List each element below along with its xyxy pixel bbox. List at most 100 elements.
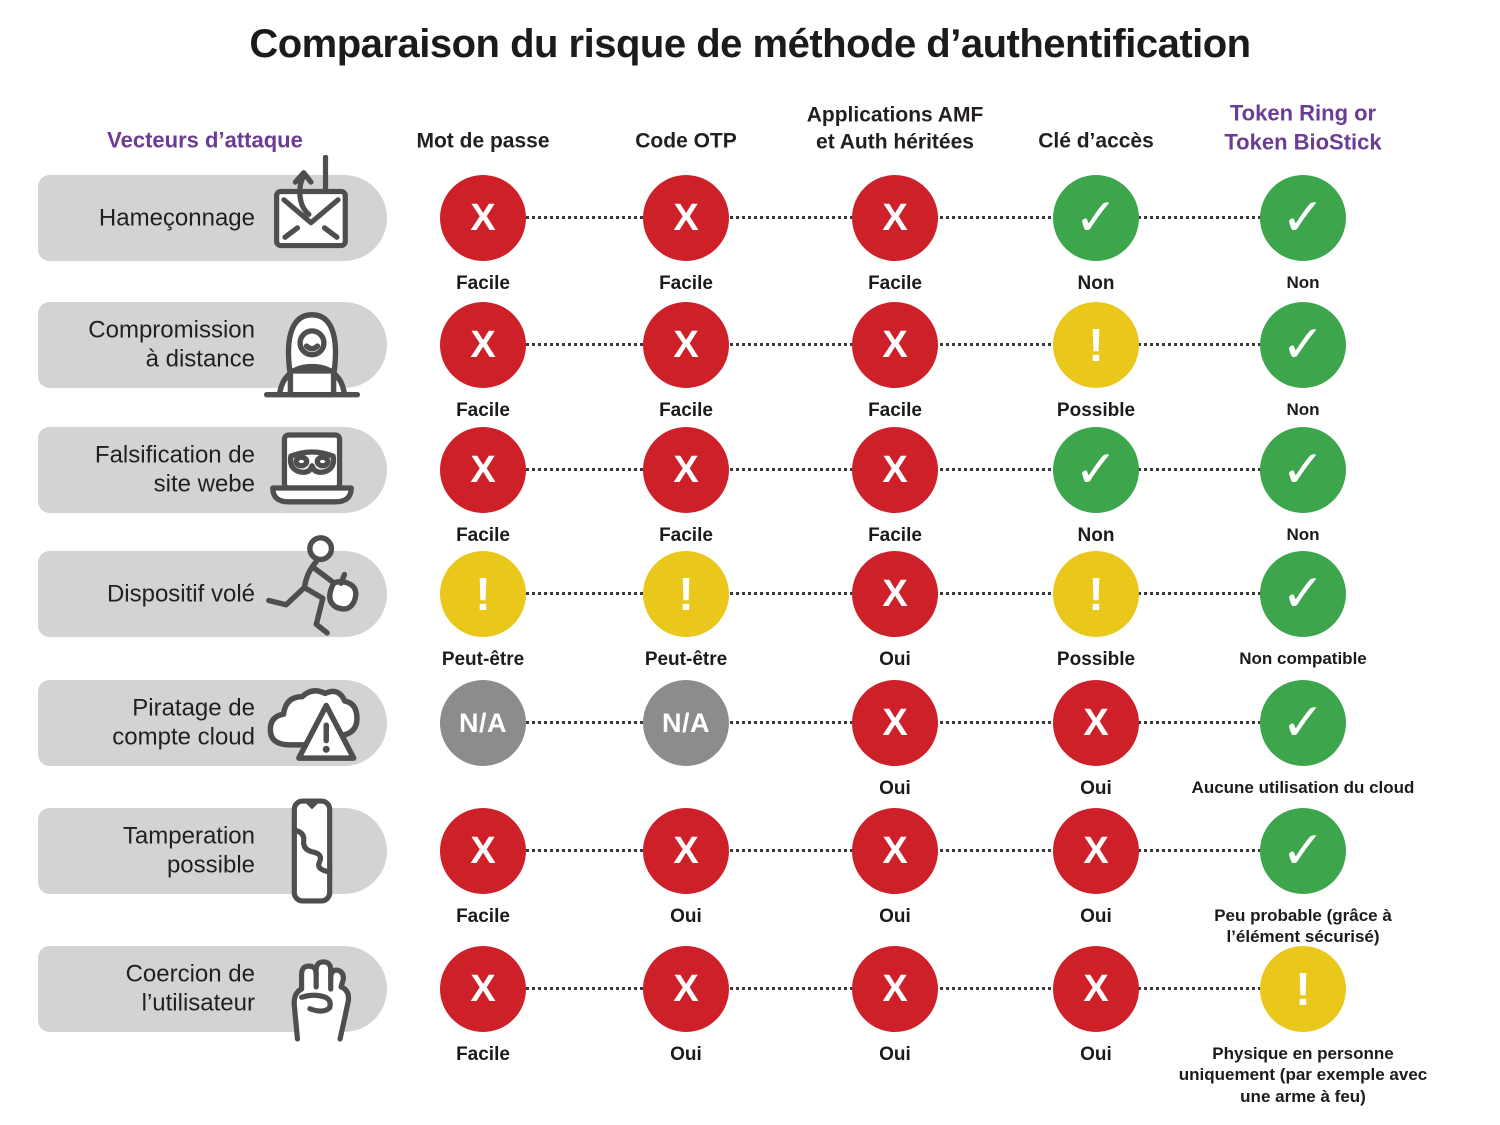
- bad-status-circle-icon: X: [1053, 946, 1139, 1032]
- status-cell: ✓ Peu probable (grâce à l’élément sécuris…: [1183, 808, 1423, 948]
- status-label: Facile: [868, 273, 922, 294]
- status-label: Non compatible: [1239, 649, 1367, 668]
- status-label: Oui: [670, 1044, 702, 1065]
- column-header-token-ring: Token Ring or Token BioStick: [1224, 100, 1382, 154]
- bad-status-circle-icon: X: [1053, 680, 1139, 766]
- attack-vector-pill-fake-website: Falsification de site webe: [38, 427, 387, 513]
- warn-status-circle-icon: !: [1053, 551, 1139, 637]
- ok-status-circle-icon: ✓: [1260, 427, 1346, 513]
- attack-vector-pill-coercion: Coercion de l’utilisateur: [38, 946, 387, 1042]
- status-glyph: X: [673, 324, 699, 366]
- status-glyph: X: [882, 449, 908, 491]
- status-cell: ! Peut-être: [363, 551, 603, 672]
- status-glyph: !: [1295, 963, 1311, 1015]
- bad-status-circle-icon: X: [643, 808, 729, 894]
- status-label: Possible: [1056, 400, 1136, 421]
- status-cell: X Oui: [566, 808, 806, 929]
- status-cell: ✓ Non: [1183, 427, 1423, 545]
- status-cell: N/A: [566, 680, 806, 777]
- status-cell: X Facile: [363, 427, 603, 548]
- ok-status-circle-icon: ✓: [1053, 175, 1139, 261]
- ok-status-circle-icon: ✓: [1260, 680, 1346, 766]
- status-label: Non: [1286, 400, 1320, 419]
- status-glyph: !: [475, 568, 491, 620]
- status-cell: ! Possible: [976, 551, 1216, 672]
- ok-status-circle-icon: ✓: [1053, 427, 1139, 513]
- attack-vector-label: Coercion de l’utilisateur: [125, 960, 255, 1017]
- status-label: Oui: [1080, 906, 1112, 927]
- status-cell: ! Physique en personne uniquement (par ex…: [1179, 946, 1427, 1107]
- remote-hacker-icon: [257, 286, 367, 404]
- status-cell: X Facile: [775, 427, 1015, 548]
- status-cell: X Facile: [363, 946, 603, 1067]
- column-header-otp: Code OTP: [635, 129, 737, 153]
- bad-status-circle-icon: X: [643, 302, 729, 388]
- status-cell: ! Peut-être: [566, 551, 806, 672]
- status-glyph: X: [1083, 968, 1109, 1010]
- bad-status-circle-icon: X: [643, 175, 729, 261]
- status-glyph: X: [470, 449, 496, 491]
- status-label: Physique en personne uniquement (par exe…: [1178, 1044, 1428, 1106]
- na-status-circle-icon: N/A: [643, 680, 729, 766]
- cracked-phone-icon: [257, 790, 367, 912]
- status-label: Peu probable (grâce à l’élément sécurisé…: [1214, 906, 1392, 947]
- status-cell: N/A: [363, 680, 603, 777]
- status-glyph: ✓: [1074, 189, 1118, 247]
- status-glyph: X: [1083, 702, 1109, 744]
- status-glyph: N/A: [662, 707, 710, 738]
- status-glyph: X: [673, 968, 699, 1010]
- status-glyph: X: [673, 449, 699, 491]
- status-label: Oui: [1080, 1044, 1112, 1065]
- status-label: Oui: [879, 1044, 911, 1065]
- page-title: Comparaison du risque de méthode d’authe…: [249, 22, 1251, 66]
- status-label: Oui: [879, 906, 911, 927]
- status-cell: X Facile: [775, 302, 1015, 423]
- status-cell: ✓ Non: [976, 427, 1216, 548]
- status-glyph: X: [882, 968, 908, 1010]
- status-glyph: X: [882, 197, 908, 239]
- attack-vector-label: Dispositif volé: [106, 580, 255, 608]
- bad-status-circle-icon: X: [852, 946, 938, 1032]
- bad-status-circle-icon: X: [852, 175, 938, 261]
- ok-status-circle-icon: ✓: [1260, 551, 1346, 637]
- phishing-hook-envelope-icon: [257, 155, 367, 281]
- status-cell: ✓ Non: [1183, 302, 1423, 420]
- status-glyph: X: [882, 324, 908, 366]
- status-cell: X Facile: [363, 808, 603, 929]
- status-cell: X Oui: [775, 680, 1015, 801]
- status-label: Peut-être: [644, 649, 728, 670]
- warn-status-circle-icon: !: [643, 551, 729, 637]
- column-header-password: Mot de passe: [416, 129, 550, 153]
- status-cell: ! Possible: [976, 302, 1216, 423]
- bad-status-circle-icon: X: [852, 302, 938, 388]
- status-label: Facile: [456, 525, 510, 546]
- column-header-attack-vectors: Vecteurs d’attaque: [107, 127, 303, 153]
- status-cell: X Facile: [566, 302, 806, 423]
- status-glyph: X: [882, 573, 908, 615]
- attack-vector-pill-cloud-hack: Piratage de compte cloud: [38, 680, 387, 766]
- status-glyph: X: [882, 702, 908, 744]
- status-glyph: X: [470, 324, 496, 366]
- status-cell: ✓ Non compatible: [1183, 551, 1423, 669]
- warn-status-circle-icon: !: [1053, 302, 1139, 388]
- status-glyph: ✓: [1281, 189, 1325, 247]
- attack-vector-label: Piratage de compte cloud: [112, 694, 255, 751]
- attack-vector-pill-phishing: Hameçonnage: [38, 155, 387, 261]
- status-glyph: X: [1083, 830, 1109, 872]
- status-label: Facile: [456, 273, 510, 294]
- fake-website-mask-icon: [257, 420, 367, 520]
- status-label: Non: [1077, 273, 1115, 294]
- bad-status-circle-icon: X: [852, 808, 938, 894]
- cloud-warning-icon: [257, 666, 367, 780]
- status-label: Facile: [456, 400, 510, 421]
- bad-status-circle-icon: X: [643, 427, 729, 513]
- ok-status-circle-icon: ✓: [1260, 808, 1346, 894]
- status-cell: X Facile: [566, 427, 806, 548]
- ok-status-circle-icon: ✓: [1260, 175, 1346, 261]
- status-glyph: X: [673, 830, 699, 872]
- status-cell: X Oui: [976, 808, 1216, 929]
- column-header-mfa-apps: Applications AMF et Auth héritées: [806, 103, 984, 154]
- column-header-passkey: Clé d’accès: [1038, 129, 1154, 153]
- bad-status-circle-icon: X: [440, 946, 526, 1032]
